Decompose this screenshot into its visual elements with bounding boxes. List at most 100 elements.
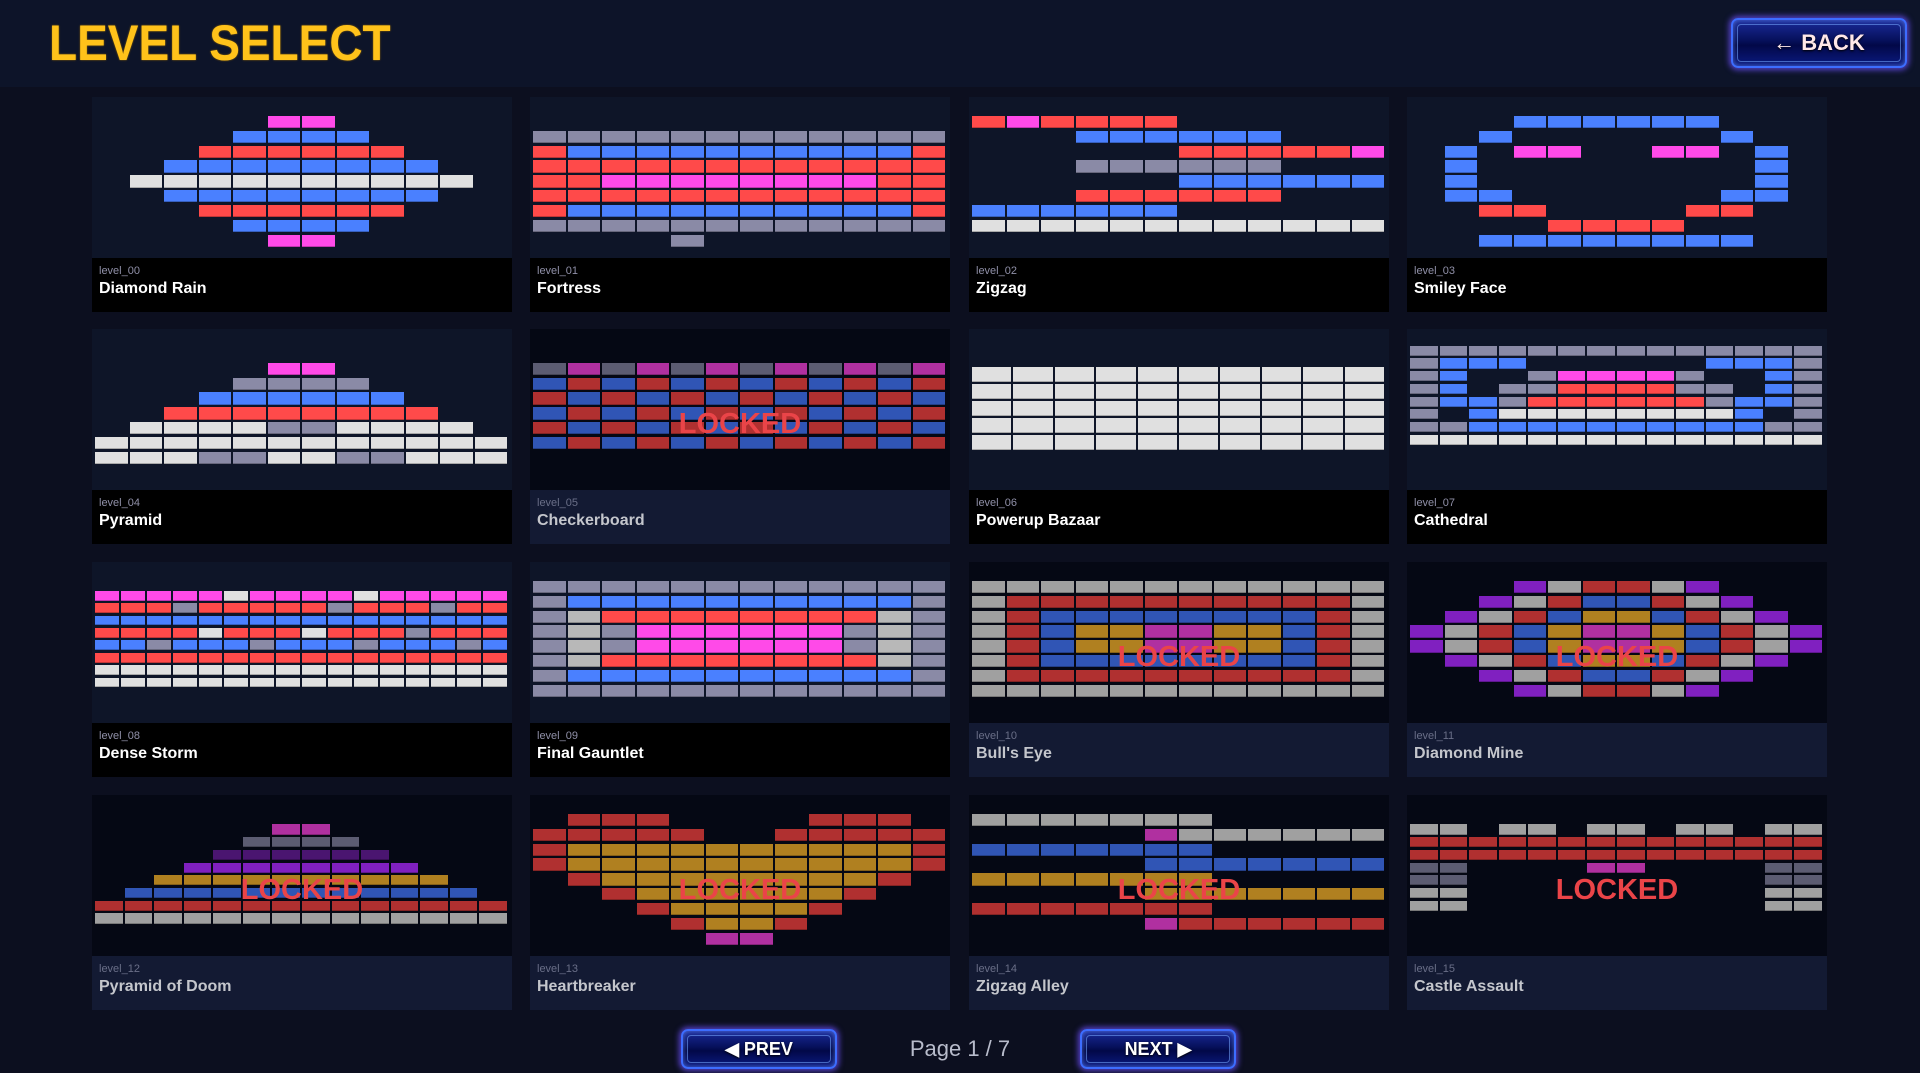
brick (809, 145, 842, 158)
brick (843, 160, 876, 173)
brick (1617, 684, 1650, 697)
brick (164, 160, 197, 173)
brick (533, 843, 566, 856)
brick (567, 219, 600, 232)
brick (361, 862, 389, 873)
brick (533, 407, 566, 420)
level-card-level_09[interactable]: level_09 Final Gauntlet (530, 562, 950, 777)
brick (878, 813, 911, 827)
level-card-level_15[interactable]: LOCKED level_15 Castle Assault (1407, 795, 1827, 1010)
brick (1179, 610, 1212, 623)
brick (224, 615, 249, 626)
brick (1179, 367, 1219, 382)
level-card-level_04[interactable]: level_04 Pyramid (92, 329, 512, 544)
level-label: level_10 Bull's Eye (969, 723, 1389, 777)
brick (567, 640, 600, 653)
level-card-level_14[interactable]: LOCKED level_14 Zigzag Alley (969, 795, 1389, 1010)
brick (972, 219, 1005, 232)
brick (533, 160, 566, 173)
brick (146, 590, 171, 601)
brick (1764, 862, 1793, 873)
brick (1075, 640, 1108, 653)
brick (120, 590, 145, 601)
level-card-level_11[interactable]: LOCKED level_11 Diamond Mine (1407, 562, 1827, 777)
brick (405, 175, 438, 188)
level-card-level_07[interactable]: level_07 Cathedral (1407, 329, 1827, 544)
brick (1646, 409, 1675, 420)
brick (1469, 345, 1497, 356)
brick (233, 190, 266, 203)
brick (390, 913, 419, 924)
brick (705, 362, 738, 375)
level-card-level_00[interactable]: level_00 Diamond Rain (92, 97, 512, 312)
level-preview (92, 329, 512, 490)
level-name: Fortress (537, 280, 602, 297)
brick (405, 628, 430, 638)
brick (233, 204, 266, 218)
brick (705, 422, 738, 435)
brick (336, 219, 369, 232)
brick (1439, 824, 1468, 835)
brick (331, 888, 360, 899)
brick (972, 625, 1005, 638)
brick (1617, 837, 1645, 848)
brick (224, 628, 249, 638)
level-card-level_05[interactable]: LOCKED level_05 Checkerboard (530, 329, 950, 544)
level-name: Pyramid of Doom (99, 978, 232, 995)
level-card-level_02[interactable]: level_02 Zigzag (969, 97, 1389, 312)
brick (1282, 655, 1315, 668)
brick (1179, 669, 1212, 683)
brick (533, 190, 566, 203)
brick (602, 190, 635, 203)
brick (878, 377, 911, 390)
brick (1282, 828, 1315, 841)
next-page-button[interactable]: NEXT ▶ (1080, 1029, 1236, 1069)
brick (1144, 843, 1177, 856)
brick (379, 677, 404, 688)
level-card-level_06[interactable]: level_06 Powerup Bazaar (969, 329, 1389, 544)
brick (1794, 849, 1822, 861)
brick (671, 843, 704, 856)
brick (1794, 396, 1822, 407)
prev-page-button[interactable]: ◀ PREV (681, 1029, 837, 1069)
brick (912, 843, 945, 856)
brick (1686, 625, 1719, 638)
brick (272, 849, 300, 861)
brick (740, 902, 773, 916)
level-card-level_12[interactable]: LOCKED level_12 Pyramid of Doom (92, 795, 512, 1010)
brick (705, 436, 738, 450)
brick (1110, 610, 1143, 623)
brick (1317, 640, 1350, 653)
brick (912, 219, 945, 232)
brick (172, 603, 197, 614)
brick (809, 436, 842, 450)
brick (250, 652, 275, 663)
level-card-level_13[interactable]: LOCKED level_13 Heartbreaker (530, 795, 950, 1010)
brick (671, 145, 704, 158)
brick (705, 580, 738, 594)
brick (483, 615, 507, 626)
brick (1410, 862, 1438, 873)
brick (1261, 367, 1302, 382)
brick (1582, 580, 1615, 594)
brick (912, 595, 945, 608)
brick (267, 392, 300, 405)
level-card-level_01[interactable]: level_01 Fortress (530, 97, 950, 312)
level-id: level_01 (537, 265, 578, 277)
brick (1282, 580, 1315, 594)
brick (449, 913, 478, 924)
brick (1248, 145, 1281, 158)
brick (250, 640, 275, 651)
level-card-level_03[interactable]: level_03 Smiley Face (1407, 97, 1827, 312)
brick (533, 828, 566, 841)
brick (224, 603, 249, 614)
level-card-level_08[interactable]: level_08 Dense Storm (92, 562, 512, 777)
brick (1720, 130, 1753, 143)
brick (1794, 371, 1822, 382)
level-card-level_10[interactable]: LOCKED level_10 Bull's Eye (969, 562, 1389, 777)
brick (267, 130, 300, 143)
brick (1179, 843, 1212, 856)
back-button[interactable]: ← BACK (1731, 18, 1907, 68)
brick (124, 913, 153, 924)
brick (457, 652, 482, 663)
